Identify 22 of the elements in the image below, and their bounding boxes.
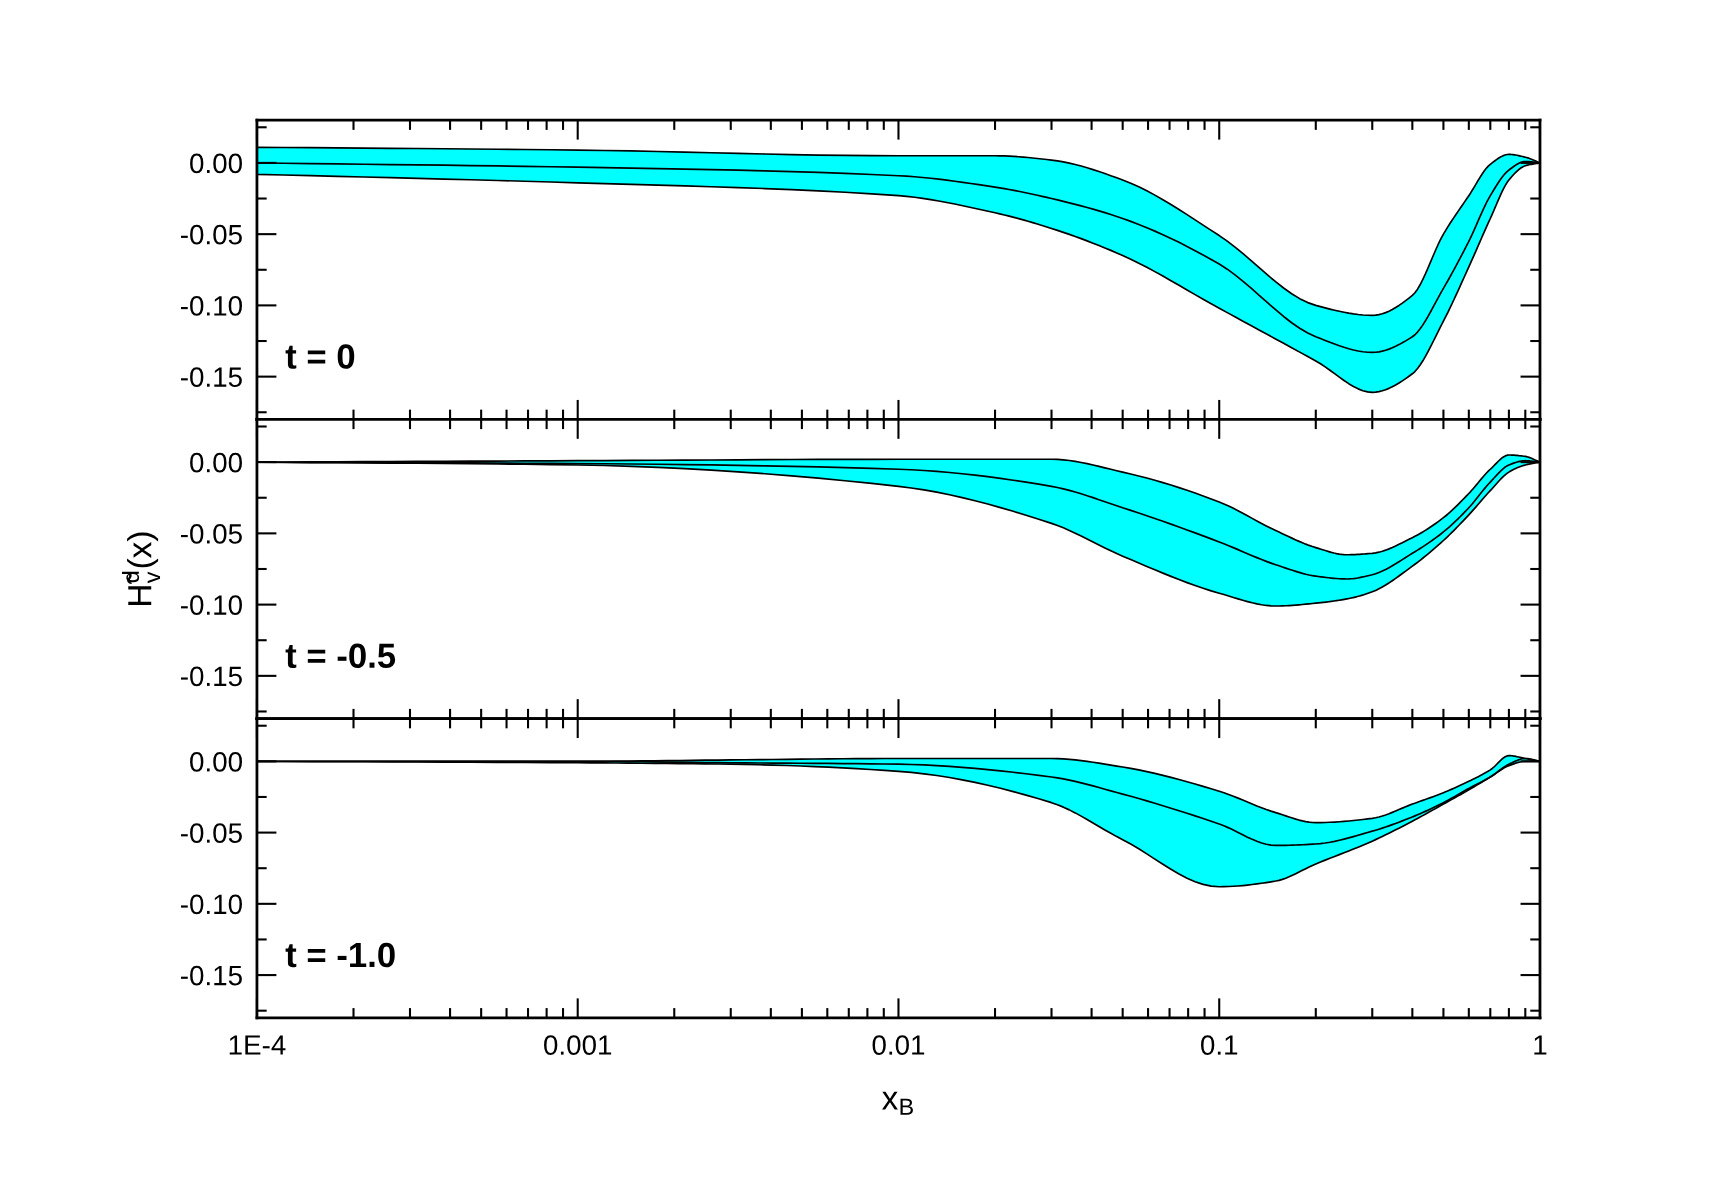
y-tick-label: -0.10	[180, 894, 242, 915]
y-tick-label: -0.05	[180, 524, 242, 544]
annotation: t = -0.5	[285, 643, 396, 669]
x-tick-label: 0.01	[872, 1035, 925, 1055]
x-axis-title: x$_{B}$	[882, 1091, 913, 1115]
annotation: t = -1.0	[285, 942, 395, 968]
x-tick-label: 0.1	[1201, 1035, 1238, 1055]
y-tick-label: 0.00	[190, 153, 242, 174]
x-tick-label: 0.001	[544, 1035, 612, 1055]
y-tick-label: -0.05	[180, 224, 242, 245]
y-axis-title: H̃$^{d}$$_{v}$(x)	[121, 532, 161, 605]
y-tick-label: -0.10	[180, 296, 242, 316]
y-tick-label: -0.05	[180, 823, 242, 843]
y-tick-label: 0.00	[190, 452, 242, 473]
x-tick-label: 1	[1534, 1035, 1547, 1055]
y-tick-label: -0.15	[180, 965, 242, 986]
y-tick-label: -0.15	[180, 367, 242, 387]
y-tick-label: -0.10	[180, 595, 242, 615]
x-tick-label: 1E-4	[229, 1035, 286, 1055]
y-tick-label: -0.15	[180, 666, 242, 687]
annotation: t = 0	[285, 344, 355, 369]
y-tick-label: 0.00	[190, 752, 242, 772]
